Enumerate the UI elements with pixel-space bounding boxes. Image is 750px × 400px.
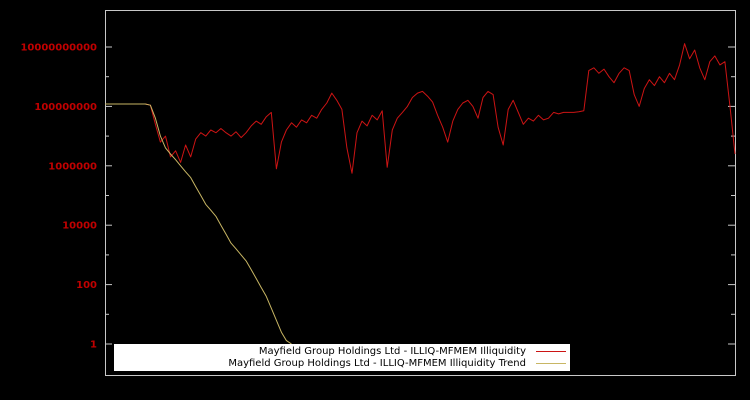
legend-line-sample-red bbox=[536, 351, 566, 352]
plot-border bbox=[105, 10, 736, 376]
illiquidity-trend-line bbox=[105, 103, 292, 345]
legend-item-illiquidity: Mayfield Group Holdings Ltd - ILLIQ-MFME… bbox=[114, 346, 566, 358]
legend: Mayfield Group Holdings Ltd - ILLIQ-MFME… bbox=[114, 344, 570, 371]
legend-label-illiquidity: Mayfield Group Holdings Ltd - ILLIQ-MFME… bbox=[258, 345, 526, 357]
y-tick-label: 100 bbox=[76, 280, 97, 291]
legend-item-illiquidity-trend: Mayfield Group Holdings Ltd - ILLIQ-MFME… bbox=[114, 358, 566, 370]
y-tick-label: 100000000 bbox=[34, 102, 97, 113]
y-tick-label: 1000000 bbox=[48, 161, 97, 172]
y-tick-label: 10000 bbox=[62, 221, 97, 232]
y-tick-label: 1 bbox=[90, 340, 97, 351]
legend-line-sample-yellow bbox=[536, 363, 566, 364]
legend-label-illiquidity-trend: Mayfield Group Holdings Ltd - ILLIQ-MFME… bbox=[228, 357, 526, 369]
illiquidity-line bbox=[105, 43, 736, 174]
y-tick-label: 10000000000 bbox=[20, 43, 97, 54]
